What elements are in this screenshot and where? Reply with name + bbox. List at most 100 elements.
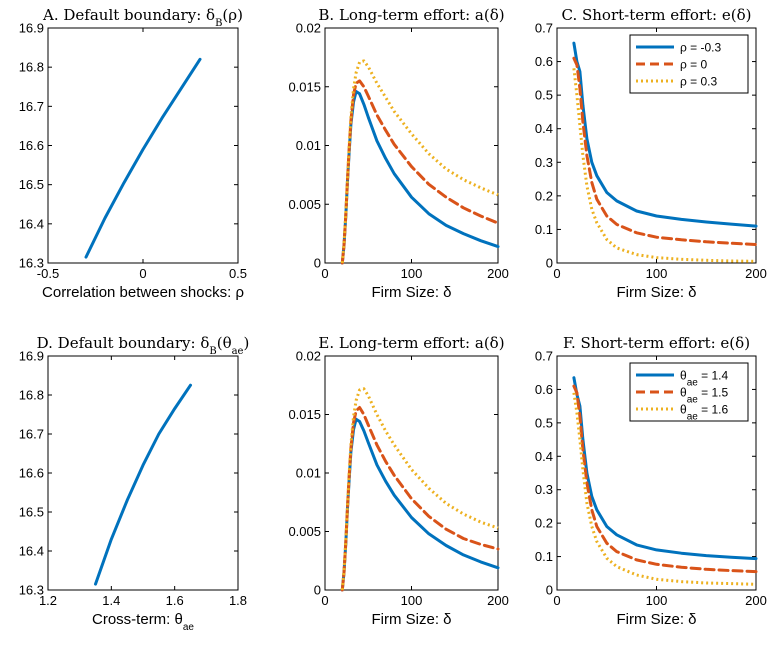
series-line-2 <box>572 56 758 246</box>
y-tick-label: 0.015 <box>288 79 321 94</box>
y-tick-label: 0 <box>546 583 553 598</box>
y-tick-label: 16.9 <box>19 349 44 364</box>
y-tick-label: 16.7 <box>19 427 44 442</box>
y-tick-label: 16.5 <box>19 177 44 192</box>
y-tick-label: 0 <box>314 256 321 271</box>
x-tick-label: -0.5 <box>37 266 59 281</box>
y-tick-label: 0 <box>314 583 321 598</box>
x-tick-label: 200 <box>487 593 509 608</box>
legend-label-3: ρ = 0.3 <box>680 75 718 89</box>
legend-label-2: θae = 1.5 <box>680 386 728 406</box>
legend-label-2: ρ = 0 <box>680 58 708 72</box>
y-tick-label: 0.02 <box>296 21 321 36</box>
panel-c: 0 0.1 0.2 0.3 0.4 0.5 0.6 0.7 0 100 200 C. Short-te… <box>535 6 767 301</box>
x-tick-label: 100 <box>401 266 423 281</box>
y-tick-label: 0.2 <box>535 516 553 531</box>
chart-title: D. Default boundary: δB(θae) <box>37 334 250 357</box>
series-line-3 <box>340 59 499 264</box>
x-tick-label: 100 <box>401 593 423 608</box>
panel-a: 16.3 16.4 16.5 16.6 16.7 16.8 16.9 -0.5 0 0.5 A. D… <box>19 6 247 301</box>
y-tick-label: 0.2 <box>535 188 553 203</box>
y-tick-label: 16.7 <box>19 99 44 114</box>
series-line-1 <box>84 57 202 259</box>
plot-area <box>324 27 499 264</box>
y-tick-label: 16.6 <box>19 138 44 153</box>
chart-title: B. Long-term effort: a(δ) <box>318 6 504 24</box>
x-tick-label: 1.6 <box>166 593 184 608</box>
plot-area <box>324 355 499 591</box>
series-line-2 <box>572 384 758 574</box>
y-tick-label: 0.005 <box>288 197 321 212</box>
series-line-2 <box>340 406 500 592</box>
y-tick-label: 0.1 <box>535 549 553 564</box>
y-tick-label: 0.6 <box>535 382 553 397</box>
y-tick-label: 0.1 <box>535 222 553 237</box>
y-tick-label: 16.4 <box>19 216 44 231</box>
x-tick-label: 1.8 <box>229 593 247 608</box>
y-tick-label: 0.01 <box>296 466 321 481</box>
y-tick-label: 0.5 <box>535 88 553 103</box>
y-tick-label: 16.6 <box>19 466 44 481</box>
chart-title: E. Long-term effort: a(δ) <box>318 334 504 352</box>
x-tick-label: 1.2 <box>39 593 57 608</box>
series-line-1 <box>94 383 192 586</box>
panel-d: 16.3 16.4 16.5 16.6 16.7 16.8 16.9 1.2 1.4 1.6 1.8… <box>19 334 250 633</box>
legend-box <box>629 362 749 422</box>
y-tick-label: 0.3 <box>535 482 553 497</box>
series-line-3 <box>572 68 757 263</box>
x-axis-label: Firm Size: δ <box>371 284 451 301</box>
y-tick-label: 0.7 <box>535 349 553 364</box>
x-axis-label: Firm Size: δ <box>371 611 451 628</box>
x-axis-label: Correlation between shocks: ρ <box>42 284 244 301</box>
y-tick-label: 16.8 <box>19 388 44 403</box>
y-tick-label: 0.005 <box>288 524 321 539</box>
x-tick-label: 0 <box>553 593 560 608</box>
plot-area <box>47 355 239 591</box>
y-tick-label: 0.4 <box>535 121 553 136</box>
legend-box <box>629 34 749 94</box>
series-line-1 <box>572 41 758 228</box>
x-tick-label: 0 <box>321 266 328 281</box>
x-tick-label: 100 <box>646 593 668 608</box>
chart-title: C. Short-term effort: e(δ) <box>562 6 752 24</box>
y-tick-label: 0.01 <box>296 138 321 153</box>
x-axis-label: Cross-term: θae <box>92 611 194 633</box>
series-line-2 <box>340 79 500 265</box>
x-tick-label: 0 <box>553 266 560 281</box>
y-tick-label: 0.5 <box>535 415 553 430</box>
x-tick-label: 100 <box>646 266 668 281</box>
y-tick-label: 0.4 <box>535 449 553 464</box>
y-tick-label: 0.015 <box>288 407 321 422</box>
x-axis-label: Firm Size: δ <box>616 611 696 628</box>
legend-label-1: ρ = -0.3 <box>680 41 722 55</box>
legend: ρ = -0.3 ρ = 0 ρ = 0.3 <box>629 34 749 94</box>
y-tick-label: 0.7 <box>535 21 553 36</box>
y-tick-label: 16.4 <box>19 544 44 559</box>
y-tick-label: 0 <box>546 256 553 271</box>
plot-area <box>47 27 239 264</box>
y-tick-label: 16.8 <box>19 60 44 75</box>
y-tick-label: 0.02 <box>296 349 321 364</box>
x-axis-label: Firm Size: δ <box>616 284 696 301</box>
panel-b: 0 0.005 0.01 0.015 0.02 0 100 200 B. Long-term e… <box>288 6 508 301</box>
legend-label-1: θae = 1.4 <box>680 369 728 389</box>
x-tick-label: 1.4 <box>102 593 120 608</box>
x-tick-label: 200 <box>487 266 509 281</box>
chart-title: F. Short-term effort: e(δ) <box>563 334 750 352</box>
x-tick-label: 0 <box>139 266 146 281</box>
panel-f: 0 0.1 0.2 0.3 0.4 0.5 0.6 0.7 0 100 200 F. Short-te… <box>535 334 767 628</box>
series-line-3 <box>572 392 757 586</box>
y-tick-label: 0.3 <box>535 155 553 170</box>
x-tick-label: 200 <box>745 593 767 608</box>
x-tick-label: 0 <box>321 593 328 608</box>
x-tick-label: 200 <box>745 266 767 281</box>
panel-e: 0 0.005 0.01 0.015 0.02 0 100 200 E. Long-term e… <box>288 334 508 628</box>
y-tick-label: 16.5 <box>19 505 44 520</box>
y-tick-label: 16.3 <box>19 256 44 271</box>
y-tick-label: 16.3 <box>19 583 44 598</box>
y-tick-label: 0.6 <box>535 54 553 69</box>
x-tick-label: 0.5 <box>229 266 247 281</box>
y-tick-label: 16.9 <box>19 21 44 36</box>
